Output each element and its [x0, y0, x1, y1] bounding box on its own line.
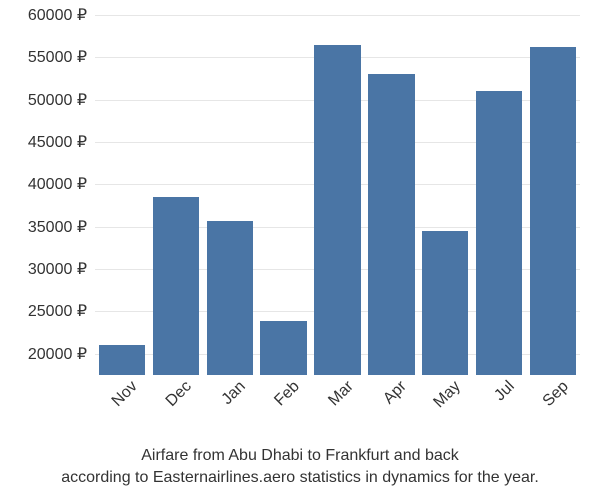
- y-tick-label: 55000 ₽: [28, 47, 95, 67]
- y-tick-label: 40000 ₽: [28, 174, 95, 194]
- y-tick-label: 45000 ₽: [28, 132, 95, 152]
- x-tick-label: Jan: [191, 375, 249, 433]
- bar: [476, 91, 522, 375]
- x-tick-label: Mar: [299, 375, 357, 433]
- y-tick-label: 20000 ₽: [28, 344, 95, 364]
- bar: [422, 231, 468, 375]
- y-tick-label: 50000 ₽: [28, 90, 95, 110]
- caption-line: Airfare from Abu Dhabi to Frankfurt and …: [141, 447, 458, 464]
- gridline: [95, 15, 580, 16]
- bar: [260, 321, 306, 375]
- y-tick-label: 30000 ₽: [28, 259, 95, 279]
- x-tick-label: Apr: [353, 375, 411, 433]
- bar: [99, 345, 145, 375]
- bar: [314, 45, 360, 375]
- x-tick-label: Nov: [84, 375, 142, 433]
- chart-caption: Airfare from Abu Dhabi to Frankfurt and …: [0, 445, 600, 488]
- bar: [530, 47, 576, 375]
- y-tick-label: 60000 ₽: [28, 5, 95, 25]
- x-tick-label: May: [407, 375, 465, 433]
- x-tick-label: Dec: [137, 375, 195, 433]
- bar: [153, 197, 199, 375]
- x-tick-label: Feb: [245, 375, 303, 433]
- y-tick-label: 25000 ₽: [28, 301, 95, 321]
- bar: [368, 74, 414, 375]
- x-tick-label: Sep: [515, 375, 573, 433]
- airfare-bar-chart: 20000 ₽ 25000 ₽ 30000 ₽ 35000 ₽ 40000 ₽ 45000…: [0, 0, 600, 500]
- y-tick-label: 35000 ₽: [28, 217, 95, 237]
- plot-area: 20000 ₽25000 ₽30000 ₽35000 ₽40000 ₽45000…: [95, 15, 580, 375]
- caption-line: according to Easternairlines.aero statis…: [61, 469, 539, 486]
- bar: [207, 221, 253, 375]
- x-tick-label: Jul: [461, 375, 519, 433]
